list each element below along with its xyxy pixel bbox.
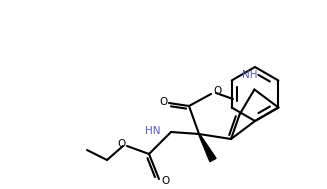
Text: NH: NH — [242, 70, 257, 81]
Text: O: O — [117, 139, 125, 149]
Text: O: O — [213, 86, 221, 96]
Text: HN: HN — [146, 126, 161, 136]
Polygon shape — [198, 134, 216, 162]
Text: O: O — [161, 176, 169, 186]
Text: O: O — [159, 97, 167, 107]
